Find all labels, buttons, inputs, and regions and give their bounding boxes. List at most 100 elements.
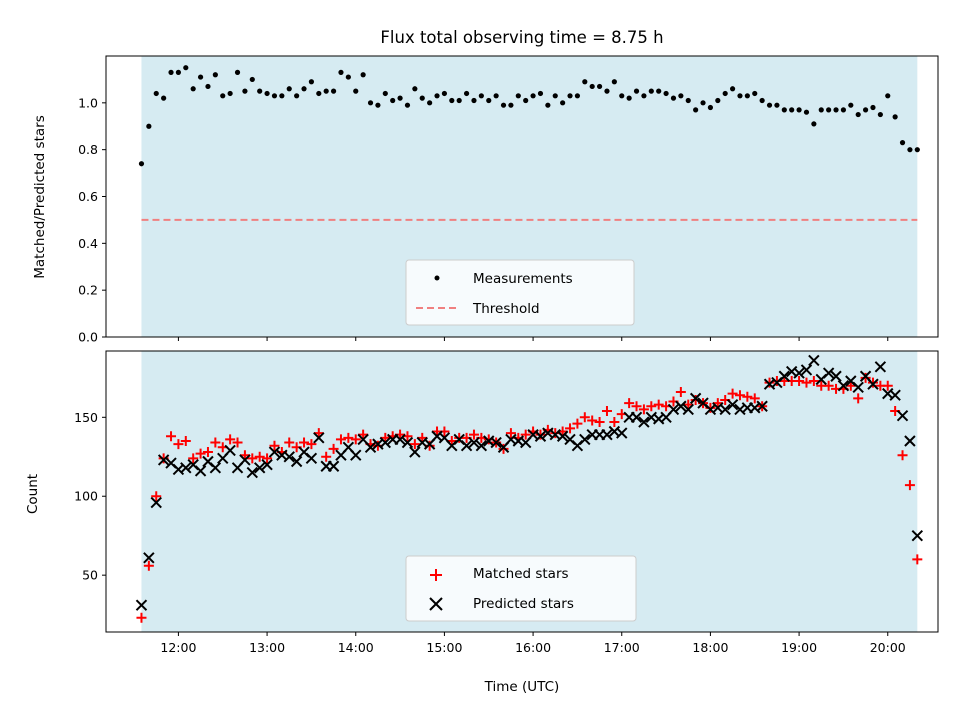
measurement-point	[279, 93, 285, 99]
measurement-point	[294, 93, 300, 99]
matched-point	[409, 439, 420, 450]
x-tick-label: 14:00	[338, 640, 374, 655]
measurement-point	[375, 102, 381, 108]
measurement-point	[870, 104, 876, 111]
matched-point	[468, 429, 479, 440]
ratio-y-tick-label: 0.8	[78, 142, 98, 157]
matched-point	[173, 439, 184, 450]
predicted-point	[246, 466, 259, 479]
matched-point	[653, 399, 664, 410]
matched-point	[328, 443, 339, 454]
predicted-point	[209, 462, 222, 474]
matched-point	[912, 554, 923, 565]
measurement-point	[611, 79, 617, 85]
ratio-y-tick-label: 0.4	[78, 236, 98, 251]
matched-point	[631, 401, 642, 412]
predicted-point	[778, 370, 791, 382]
predicted-point	[556, 430, 569, 442]
matched-point	[180, 435, 191, 446]
predicted-point	[239, 454, 251, 466]
matched-point	[882, 380, 893, 391]
predicted-point	[135, 599, 148, 611]
measurement-point	[419, 95, 425, 101]
measurement-point	[412, 86, 418, 92]
predicted-point	[475, 440, 488, 452]
matched-point	[335, 434, 346, 445]
count-y-tick-label: 150	[74, 410, 98, 425]
predicted-point	[904, 435, 916, 447]
predicted-point	[261, 458, 273, 471]
predicted-point	[224, 444, 236, 457]
measurement-point	[774, 102, 780, 108]
matched-point	[675, 387, 686, 398]
matched-point	[853, 393, 864, 404]
measurement-point	[212, 72, 218, 78]
matched-point	[579, 412, 590, 423]
measurement-point	[707, 104, 714, 111]
measurement-point	[301, 86, 307, 92]
measurement-point	[752, 90, 758, 97]
predicted-point	[822, 367, 835, 379]
measurement-point	[397, 95, 403, 101]
matched-series	[136, 372, 923, 623]
measurement-point	[264, 90, 270, 97]
measurement-point	[434, 93, 440, 99]
x-tick-label: 17:00	[604, 640, 640, 655]
count-y-axis-label: Count	[25, 474, 41, 514]
x-tick-label: 19:00	[781, 640, 817, 655]
ratio-y-axis-label: Matched/Predicted stars	[32, 115, 48, 278]
matched-point	[143, 560, 154, 571]
measurement-point	[271, 93, 278, 99]
measurement-point	[530, 93, 536, 99]
predicted-point	[180, 462, 192, 474]
measurement-point	[582, 79, 588, 85]
measurement-point	[648, 88, 654, 94]
predicted-point	[874, 361, 887, 373]
ratio-x-ticks	[177, 337, 889, 341]
predicted-point	[667, 403, 680, 416]
matched-point	[867, 377, 878, 388]
x-tick-label: 12:00	[160, 640, 196, 655]
ratio-legend: Measurements Threshold	[405, 259, 635, 326]
measurement-point	[670, 95, 677, 101]
measurement-point	[537, 90, 544, 97]
measurement-point	[574, 93, 581, 99]
measurement-point	[486, 97, 492, 104]
predicted-point	[793, 367, 805, 379]
x-tick-label: 16:00	[515, 640, 551, 655]
matched-point	[136, 612, 147, 623]
matched-point	[601, 405, 612, 416]
measurement-point	[862, 107, 869, 113]
predicted-point	[534, 430, 547, 442]
measurement-point	[877, 111, 883, 118]
count-y-tick-label: 100	[74, 489, 98, 504]
chart-title: Flux total observing time = 8.75 h	[380, 28, 663, 47]
matched-point	[321, 451, 332, 462]
predicted-point	[150, 496, 162, 509]
x-tick-label: 18:00	[692, 640, 728, 655]
matched-point	[166, 431, 177, 442]
measurement-point	[840, 107, 847, 113]
predicted-point	[350, 449, 362, 461]
measurement-point	[781, 107, 787, 113]
count-y-axis: 50 100 150	[74, 410, 106, 583]
legend-measurements-label: Measurements	[473, 271, 573, 287]
measurement-point	[766, 102, 773, 108]
measurement-point	[589, 83, 595, 90]
matched-point	[904, 480, 915, 491]
measurement-point	[153, 90, 159, 97]
measurement-point	[803, 109, 810, 115]
ratio-y-axis: 0.0 0.2 0.4 0.6 0.8 1.0	[78, 95, 106, 345]
measurement-point	[899, 140, 906, 146]
measurement-point	[737, 93, 743, 99]
matched-point	[350, 434, 361, 445]
matched-point	[210, 437, 221, 448]
measurement-point	[353, 88, 359, 94]
measurement-point	[789, 107, 795, 113]
legend-predicted-marker	[429, 597, 443, 611]
measurement-point	[914, 147, 920, 153]
measurement-point	[367, 100, 374, 106]
measurement-point	[515, 93, 521, 99]
matched-point	[225, 434, 236, 445]
measurement-point	[360, 72, 366, 78]
